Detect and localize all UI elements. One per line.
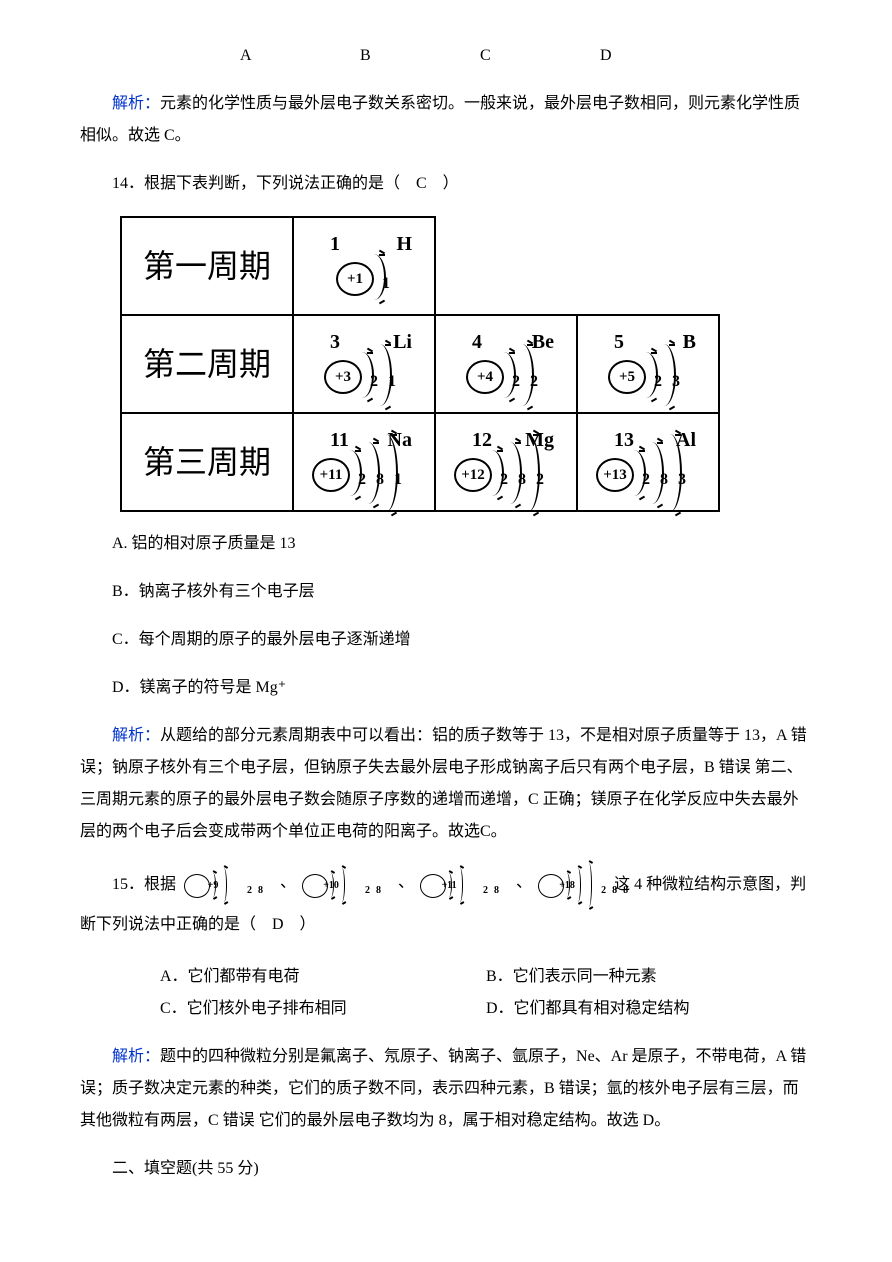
q15-stem-a: 15．根据 <box>112 876 176 893</box>
q13-analysis: 解析：元素的化学性质与最外层电子数关系密切。一般来说，最外层电子数相同，则元素化… <box>80 88 812 152</box>
particle-diagram: +18288 <box>536 864 608 906</box>
element-cell: 11Na+11281 <box>293 413 435 511</box>
period-label: 第二周期 <box>121 315 293 413</box>
q14-stem: 14．根据下表判断，下列说法正确的是（ C ） <box>80 168 812 200</box>
particle-diagram: +1128 <box>418 864 480 906</box>
particle-diagrams: +928、+1028、+1128、+18288 <box>180 864 610 906</box>
q15-stem: 15．根据 +928、+1028、+1128、+18288 这 4 种微粒结构示… <box>80 864 812 945</box>
q15-analysis: 解析：题中的四种微粒分别是氟离子、氖原子、钠离子、氩原子，Ne、Ar 是原子，不… <box>80 1041 812 1137</box>
q15-opt-d: D．它们都具有相对稳定结构 <box>486 993 812 1025</box>
analysis-label: 解析： <box>112 727 160 744</box>
section-2-heading: 二、填空题(共 55 分) <box>80 1153 812 1185</box>
q15-opt-c: C．它们核外电子排布相同 <box>160 993 486 1025</box>
periodic-table: 第一周期1H+11第二周期3Li+3214Be+4225B+523 第三周期11N… <box>120 216 720 512</box>
q14-opt-a: A. 铝的相对原子质量是 13 <box>80 528 812 560</box>
q13-analysis-text: 元素的化学性质与最外层电子数关系密切。一般来说，最外层电子数相同，则元素化学性质… <box>80 95 800 144</box>
label-b: B <box>360 40 480 72</box>
element-cell: 5B+523 <box>577 315 719 413</box>
q14-opt-c: C．每个周期的原子的最外层电子逐渐递增 <box>80 624 812 656</box>
q15-opts-row2: C．它们核外电子排布相同 D．它们都具有相对稳定结构 <box>80 993 812 1025</box>
analysis-label: 解析： <box>112 95 160 112</box>
element-cell: 12Mg+12282 <box>435 413 577 511</box>
element-cell: 1H+11 <box>293 217 435 315</box>
option-letters-row: A B C D <box>80 40 812 72</box>
label-d: D <box>600 40 720 72</box>
q14-opt-d: D．镁离子的符号是 Mg⁺ <box>80 672 812 704</box>
element-cell: 4Be+422 <box>435 315 577 413</box>
particle-diagram: +928 <box>182 864 244 906</box>
element-cell: 3Li+321 <box>293 315 435 413</box>
q14-analysis-text: 从题给的部分元素周期表中可以看出：铝的质子数等于 13，不是相对原子质量等于 1… <box>80 727 807 840</box>
q14-analysis: 解析：从题给的部分元素周期表中可以看出：铝的质子数等于 13，不是相对原子质量等… <box>80 720 812 848</box>
q15-opt-a: A．它们都带有电荷 <box>160 961 486 993</box>
q15-opt-b: B．它们表示同一种元素 <box>486 961 812 993</box>
q14-opt-b: B．钠离子核外有三个电子层 <box>80 576 812 608</box>
period-label: 第一周期 <box>121 217 293 315</box>
label-c: C <box>480 40 600 72</box>
q15-opts-row1: A．它们都带有电荷 B．它们表示同一种元素 <box>80 961 812 993</box>
particle-diagram: +1028 <box>300 864 362 906</box>
period-label: 第三周期 <box>121 413 293 511</box>
element-cell: 13Al+13283 <box>577 413 719 511</box>
q15-analysis-text: 题中的四种微粒分别是氟离子、氖原子、钠离子、氩原子，Ne、Ar 是原子，不带电荷… <box>80 1048 806 1129</box>
analysis-label: 解析： <box>112 1048 160 1065</box>
label-a: A <box>240 40 360 72</box>
